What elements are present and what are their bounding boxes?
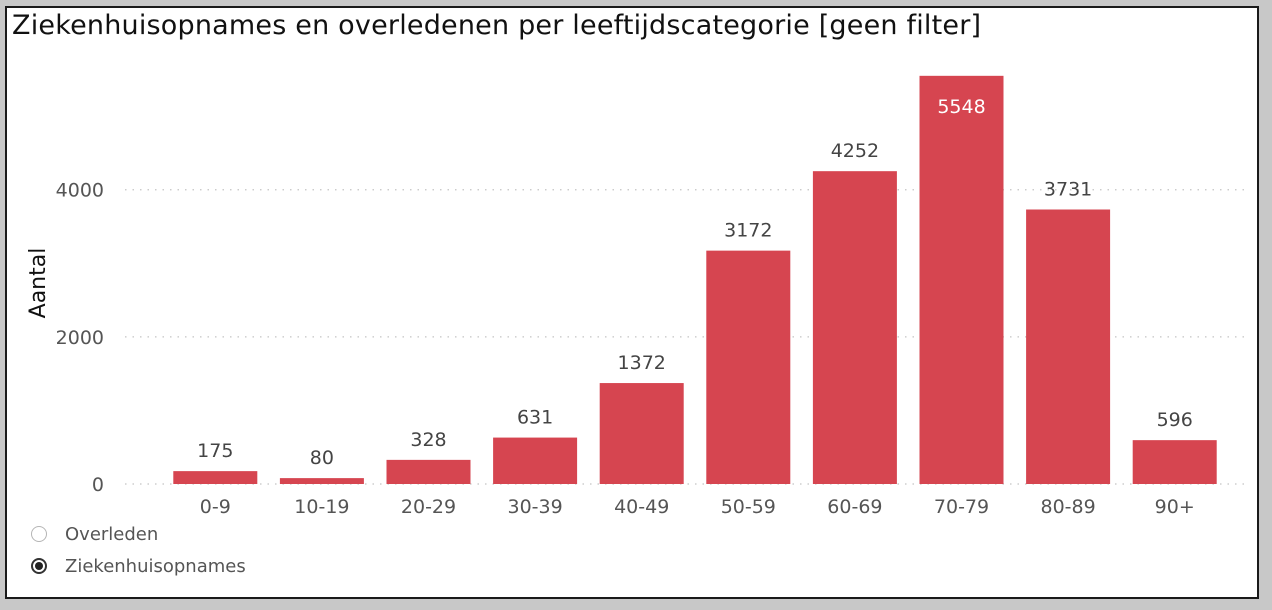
legend-option-ziekenhuisopnames[interactable]: Ziekenhuisopnames	[31, 550, 246, 582]
series-legend: Overleden Ziekenhuisopnames	[31, 518, 246, 582]
chart-visual: Ziekenhuisopnames en overledenen per lee…	[5, 6, 1259, 599]
x-tick-label: 80-89	[1040, 496, 1095, 518]
radio-unchecked-icon[interactable]	[31, 526, 47, 542]
radio-checked-icon[interactable]	[31, 558, 47, 574]
bar[interactable]	[812, 171, 897, 484]
data-label: 80	[310, 447, 334, 469]
bar[interactable]	[386, 459, 471, 484]
y-tick-label: 4000	[56, 180, 104, 202]
legend-label-ziekenhuisopnames: Ziekenhuisopnames	[65, 555, 246, 577]
x-tick-label: 20-29	[401, 496, 456, 518]
x-tick-label: 10-19	[294, 496, 349, 518]
data-label: 328	[410, 429, 446, 451]
bar[interactable]	[279, 478, 364, 484]
data-label: 596	[1157, 409, 1193, 431]
x-tick-label: 40-49	[614, 496, 669, 518]
chart-title: Ziekenhuisopnames en overledenen per lee…	[12, 10, 982, 41]
y-tick-label: 0	[92, 474, 104, 496]
bar[interactable]	[599, 383, 684, 484]
bar-chart: 0 2000 4000 175 0-9 80 10-19 328 20-29 631 30-39 13…	[26, 75, 1247, 518]
data-label: 175	[197, 440, 233, 462]
data-label: 3172	[724, 220, 772, 242]
bar[interactable]	[706, 250, 791, 484]
bar[interactable]	[1132, 440, 1217, 484]
x-tick-label: 50-59	[721, 496, 776, 518]
y-tick-label: 2000	[56, 327, 104, 349]
x-tick-label: 30-39	[507, 496, 562, 518]
data-label: 3731	[1044, 179, 1092, 201]
data-label: 5548	[937, 96, 985, 118]
data-label: 1372	[618, 352, 666, 374]
y-axis-title: Aantal	[26, 248, 51, 319]
bar[interactable]	[1026, 209, 1111, 484]
data-label: 4252	[831, 140, 879, 162]
bar[interactable]	[173, 471, 258, 484]
x-tick-label: 70-79	[934, 496, 989, 518]
x-tick-label: 60-69	[827, 496, 882, 518]
data-label: 631	[517, 407, 553, 429]
x-tick-label: 0-9	[200, 496, 231, 518]
legend-option-overleden[interactable]: Overleden	[31, 518, 246, 550]
bar[interactable]	[493, 437, 578, 484]
x-tick-label: 90+	[1155, 496, 1195, 518]
legend-label-overleden: Overleden	[65, 523, 159, 545]
bar[interactable]	[919, 75, 1004, 484]
